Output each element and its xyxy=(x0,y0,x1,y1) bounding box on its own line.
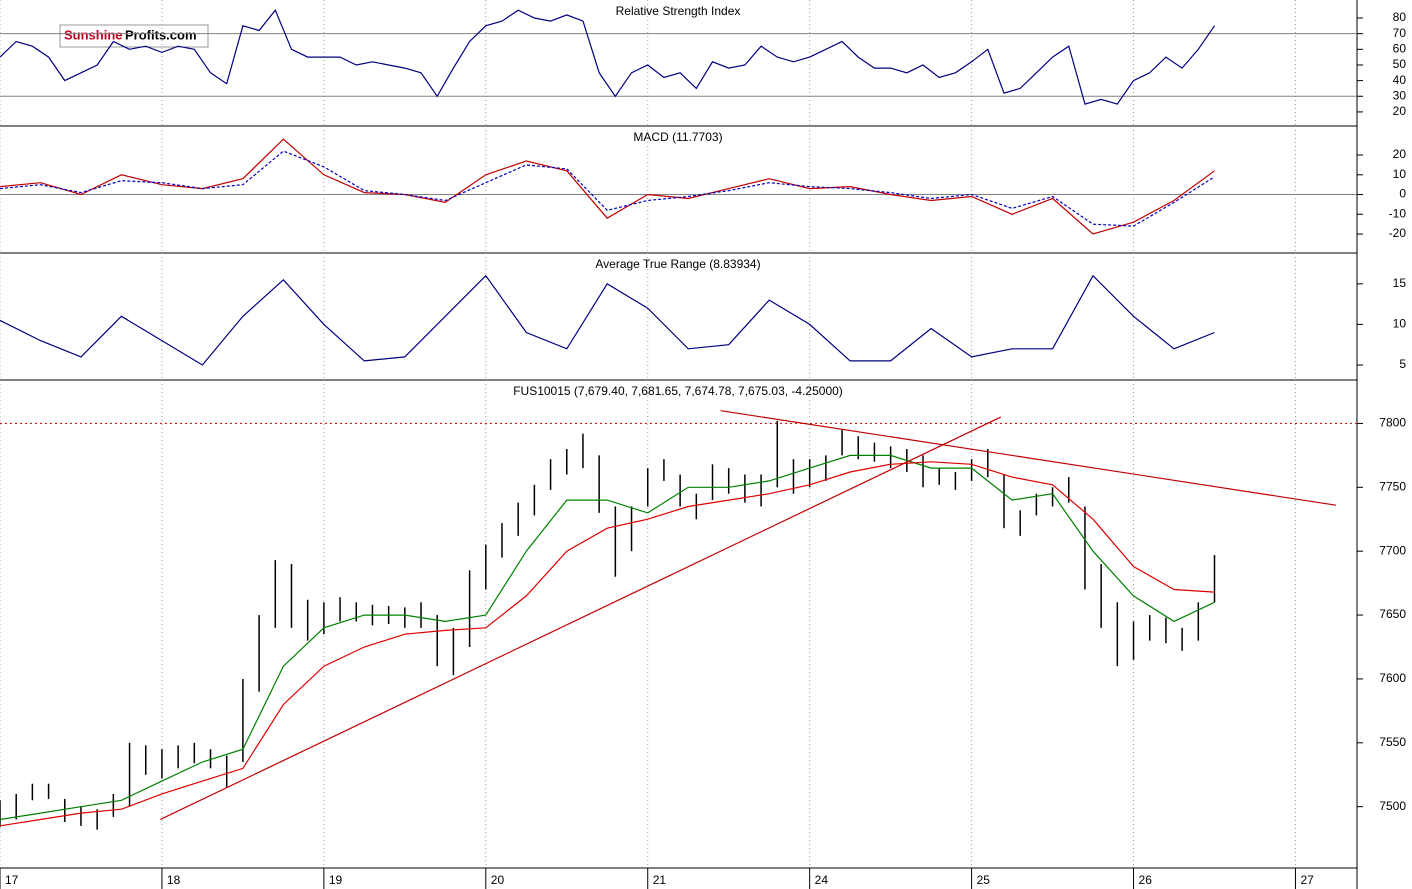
panel-title: FUS10015 (7,679.40, 7,681.65, 7,674.78, … xyxy=(513,384,843,398)
y-tick-label: 7600 xyxy=(1379,671,1406,685)
panel-title: Relative Strength Index xyxy=(616,4,741,18)
series-line xyxy=(0,150,1215,227)
y-tick-label: 20 xyxy=(1393,104,1407,118)
logo-text: Sunshine xyxy=(64,27,123,42)
y-tick-label: 7700 xyxy=(1379,543,1406,557)
trend-line xyxy=(160,416,1002,820)
series-line xyxy=(0,461,1215,827)
series-line xyxy=(0,9,1215,105)
y-tick-label: 15 xyxy=(1393,276,1407,290)
x-tick-label: 20 xyxy=(491,873,505,887)
y-tick-label: 0 xyxy=(1399,187,1406,201)
logo-box xyxy=(59,24,209,48)
trend-line xyxy=(720,410,1337,506)
y-tick-label: 7550 xyxy=(1379,735,1406,749)
logo: Sunshine Profits.com xyxy=(59,24,209,48)
y-tick-label: 50 xyxy=(1393,57,1407,71)
x-tick-label: 18 xyxy=(167,873,181,887)
y-tick-label: 7500 xyxy=(1379,799,1406,813)
y-tick-label: 40 xyxy=(1393,73,1407,87)
y-tick-label: -10 xyxy=(1389,206,1407,220)
y-tick-label: 5 xyxy=(1399,357,1406,371)
x-tick-label: 27 xyxy=(1300,873,1314,887)
y-tick-label: 30 xyxy=(1393,88,1407,102)
x-tick-label: 17 xyxy=(5,873,19,887)
x-tick-label: 21 xyxy=(653,873,667,887)
series-line xyxy=(0,274,1215,366)
logo-text: Profits.com xyxy=(125,27,197,42)
y-tick-label: 70 xyxy=(1393,26,1407,40)
x-tick-label: 25 xyxy=(977,873,991,887)
panel-title: MACD (11.7703) xyxy=(633,130,722,144)
y-tick-label: 7750 xyxy=(1379,479,1406,493)
x-tick-label: 24 xyxy=(815,873,829,887)
y-tick-label: 10 xyxy=(1393,317,1407,331)
y-tick-label: -20 xyxy=(1389,226,1407,240)
y-tick-label: 80 xyxy=(1393,10,1407,24)
panel-title: Average True Range (8.83934) xyxy=(595,257,760,271)
y-tick-label: 60 xyxy=(1393,41,1407,55)
y-tick-label: 20 xyxy=(1393,147,1407,161)
x-tick-label: 19 xyxy=(329,873,343,887)
y-tick-label: 10 xyxy=(1393,167,1407,181)
x-tick-label: 26 xyxy=(1139,873,1153,887)
series-line xyxy=(0,454,1215,821)
y-tick-label: 7800 xyxy=(1379,416,1406,430)
y-tick-label: 7650 xyxy=(1379,607,1406,621)
